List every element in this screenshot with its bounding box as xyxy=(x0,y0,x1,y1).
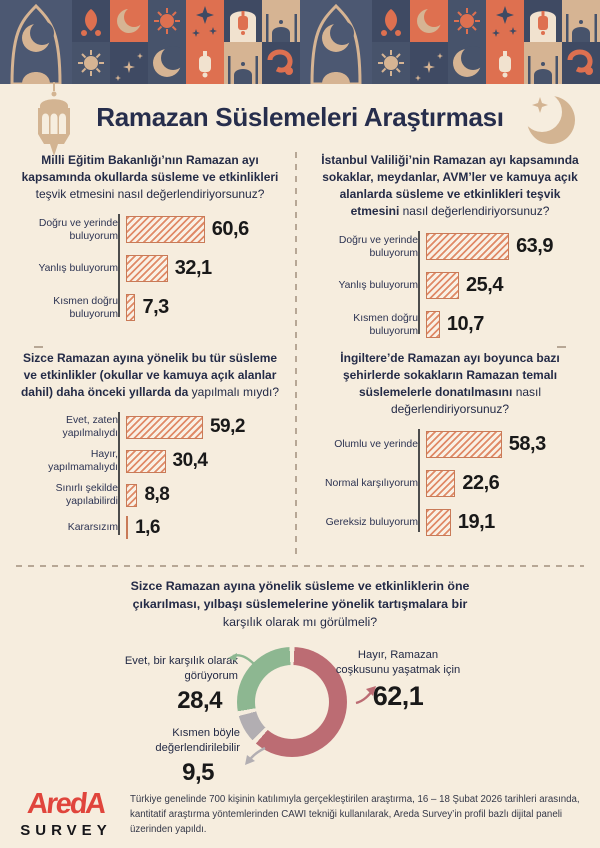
bar-label: Hayır, yapılmamalıydı xyxy=(48,449,118,474)
arrow-green-icon xyxy=(228,653,255,665)
page-title: Ramazan Süslemeleri Araştırması xyxy=(96,102,504,132)
segment-value: 62,1 xyxy=(372,681,424,712)
bar-label: Kısmen doğru buluyorum xyxy=(353,312,418,337)
bar-label: Doğru ve yerinde buluyorum xyxy=(338,234,418,259)
panel-istanbul-valiligi: İstanbul Valiliği’nin Ramazan ayı kapsam… xyxy=(314,152,586,350)
donut-label-kismen: Kısmen böyle değerlendirilebilir 9,5 xyxy=(130,726,240,788)
panel-ingiltere: İngiltere’de Ramazan ayı boyunca bazı şe… xyxy=(314,350,586,548)
bar-row: Olumlu ve yerinde 58,3 xyxy=(322,431,586,459)
footer: AredA SURVEY Türkiye genelinde 700 kişin… xyxy=(16,782,584,846)
arrow-gray-icon xyxy=(245,746,266,765)
bar-label: Doğru ve yerinde buluyorum xyxy=(38,217,118,242)
bar-label: Gereksiz buluyorum xyxy=(325,517,418,529)
areda-survey-logo: AredA SURVEY xyxy=(16,787,116,839)
bar xyxy=(126,216,205,244)
bar-row: Hayır, yapılmamalıydı 30,4 xyxy=(22,448,286,474)
bar xyxy=(426,509,451,537)
bar-value: 58,3 xyxy=(508,433,546,456)
chart-axis xyxy=(118,214,120,318)
question-text: Milli Eğitim Bakanlığı’nın Ramazan ayı k… xyxy=(21,153,279,202)
bar xyxy=(426,470,456,498)
bar-row: Normal karşılıyorum 22,6 xyxy=(322,470,586,498)
bar xyxy=(126,483,138,507)
bar-value: 32,1 xyxy=(174,257,212,280)
question-text: İstanbul Valiliği’nin Ramazan ayı kapsam… xyxy=(321,153,579,219)
bar-label: Sınırlı şekilde yapılabilirdi xyxy=(55,483,118,508)
bar-value: 63,9 xyxy=(516,235,553,258)
donut-chart-section: Evet, bir karşılık olarak görüyorum 28,4… xyxy=(0,640,600,786)
bar-value: 25,4 xyxy=(466,274,503,297)
panel-milli-egitim: Milli Eğitim Bakanlığı’nın Ramazan ayı k… xyxy=(14,152,286,333)
bar-label: Kısmen doğru buluyorum xyxy=(53,295,118,320)
methodology-note: Türkiye genelinde 700 kişinin katılımıyl… xyxy=(130,793,580,835)
segment-label: Hayır, Ramazan coşkusunu yaşatmak için xyxy=(335,649,461,676)
segment-label: Evet, bir karşılık olarak görüyorum xyxy=(124,655,238,682)
bar-label: Evet, zaten yapılmalıydı xyxy=(62,415,118,440)
segment-label: Kısmen böyle değerlendirilebilir xyxy=(155,727,240,754)
lantern-icon xyxy=(30,82,78,163)
question-text: İngiltere’de Ramazan ayı boyunca bazı şe… xyxy=(340,351,560,417)
row-divider-dash-right xyxy=(557,346,566,348)
bar-label: Yanlış buluyorum xyxy=(338,280,418,292)
bar xyxy=(126,415,203,439)
bar xyxy=(426,431,502,459)
question-text: Sizce Ramazan ayına yönelik bu tür süsle… xyxy=(20,351,280,400)
bar xyxy=(126,449,166,473)
bar-row: Doğru ve yerinde buluyorum 60,6 xyxy=(22,216,286,244)
bar xyxy=(126,255,168,283)
bar-row: Sınırlı şekilde yapılabilirdi 8,8 xyxy=(22,482,286,508)
segment-value: 9,5 xyxy=(182,759,214,787)
donut-label-hayir: Hayır, Ramazan coşkusunu yaşatmak için 6… xyxy=(332,648,464,714)
bar-chart: Olumlu ve yerinde 58,3 Normal karşılıyor… xyxy=(314,429,586,537)
vertical-dashed-divider xyxy=(295,152,297,560)
crescent-star-icon xyxy=(520,92,580,151)
bar-value: 22,6 xyxy=(462,472,500,495)
bar-value: 1,6 xyxy=(135,516,160,538)
donut-hole xyxy=(255,665,329,739)
bar-value: 8,8 xyxy=(144,484,170,506)
logo-wordmark: AredA xyxy=(25,787,107,820)
donut-question-text: Sizce Ramazan ayına yönelik süsleme ve e… xyxy=(130,579,470,629)
bar-row: Doğru ve yerinde buluyorum 63,9 xyxy=(322,233,586,261)
row-divider-dash-left xyxy=(34,346,43,348)
bar-row: Evet, zaten yapılmalıydı 59,2 xyxy=(22,414,286,440)
bar-label: Normal karşılıyorum xyxy=(325,478,418,490)
bar-row: Kararsızım 1,6 xyxy=(22,516,286,540)
bar xyxy=(126,294,136,322)
donut-chart xyxy=(237,647,347,757)
bar-row: Kısmen doğru buluyorum 7,3 xyxy=(22,294,286,322)
bar xyxy=(126,516,129,540)
arrow-rose-icon xyxy=(355,686,376,705)
chart-axis xyxy=(418,429,420,533)
bar-row: Kısmen doğru buluyorum 10,7 xyxy=(322,311,586,339)
panel-onceki-yillar: Sizce Ramazan ayına yönelik bu tür süsle… xyxy=(14,350,286,547)
bar-value: 30,4 xyxy=(172,450,208,472)
bar-chart: Evet, zaten yapılmalıydı 59,2 Hayır, yap… xyxy=(14,412,286,540)
bar xyxy=(426,233,510,261)
bar-label: Yanlış buluyorum xyxy=(38,263,118,275)
segment-value: 28,4 xyxy=(177,687,222,715)
bar-chart: Doğru ve yerinde buluyorum 63,9 Yanlış b… xyxy=(314,231,586,339)
title-row: Ramazan Süslemeleri Araştırması xyxy=(0,82,600,156)
bar-label: Olumlu ve yerinde xyxy=(334,439,418,451)
donut-label-evet: Evet, bir karşılık olarak görüyorum 28,4 xyxy=(118,654,238,716)
logo-subtitle: SURVEY xyxy=(20,821,112,839)
bar-chart: Doğru ve yerinde buluyorum 60,6 Yanlış b… xyxy=(14,214,286,322)
horizontal-dashed-divider xyxy=(16,565,584,567)
bar-label: Kararsızım xyxy=(67,522,118,534)
bar-row: Yanlış buluyorum 32,1 xyxy=(22,255,286,283)
bar-row: Yanlış buluyorum 25,4 xyxy=(322,272,586,300)
bar-value: 10,7 xyxy=(446,313,484,336)
chart-axis xyxy=(418,231,420,335)
chart-axis xyxy=(118,412,120,536)
bar-row: Gereksiz buluyorum 19,1 xyxy=(322,509,586,537)
bar xyxy=(426,272,460,300)
bar-value: 59,2 xyxy=(209,416,245,438)
bar-value: 19,1 xyxy=(457,511,495,534)
bar-value: 60,6 xyxy=(211,218,249,241)
bar xyxy=(426,311,440,339)
bar-value: 7,3 xyxy=(142,296,169,319)
ramadan-border-pattern xyxy=(0,0,600,84)
